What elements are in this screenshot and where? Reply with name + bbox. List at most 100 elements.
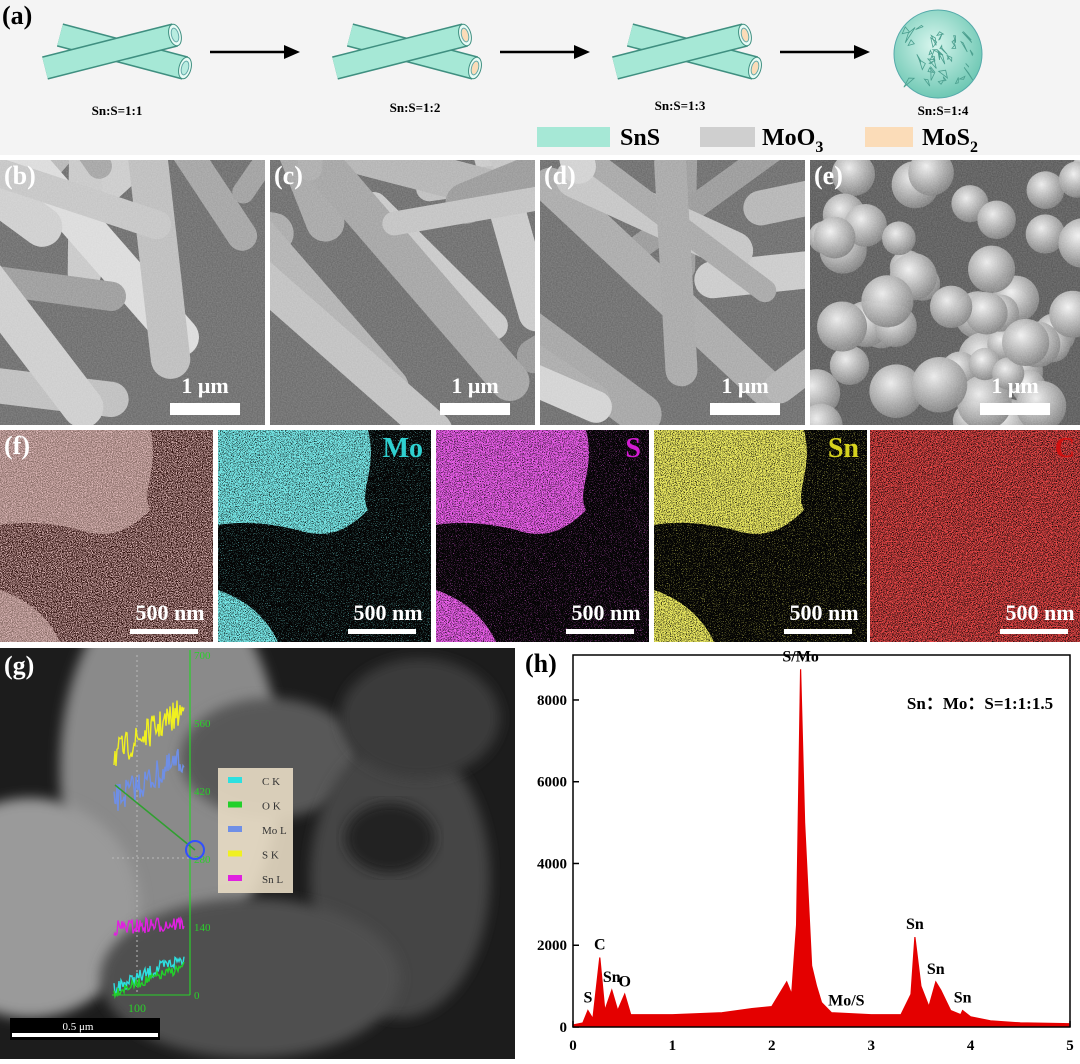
y-tick-label: 2000 xyxy=(537,938,567,954)
peak-label: O xyxy=(618,973,630,990)
petal xyxy=(938,33,943,41)
scan-legend-label: Mo L xyxy=(262,825,287,837)
rod-pair xyxy=(332,23,482,80)
eds-map: Mo 500 nm xyxy=(218,430,431,642)
legend-name: SnS xyxy=(620,125,660,151)
sem-grain xyxy=(270,160,535,425)
peak-label: Mo/S xyxy=(828,992,865,1009)
plot-frame xyxy=(572,654,1071,1028)
petal xyxy=(930,65,936,81)
eds-map: Sn 500 nm xyxy=(654,430,867,642)
element-label: Mo xyxy=(383,433,423,464)
scale-bar xyxy=(170,403,240,415)
sem-grain xyxy=(540,160,805,425)
eds-map-row: (f) 500 nm Mo 500 nm S 500 nm Sn 500 nm C 500 nm xyxy=(0,430,1080,642)
element-label: S xyxy=(625,433,641,464)
flower-sphere xyxy=(893,9,983,99)
sem-grain xyxy=(0,160,265,425)
legend-swatch xyxy=(700,127,755,147)
petal xyxy=(951,44,957,49)
petal xyxy=(958,75,966,80)
petal xyxy=(931,55,936,62)
scale-bar xyxy=(784,629,852,634)
petal xyxy=(907,39,916,47)
peak-label: Sn xyxy=(906,916,924,933)
legend-name: MoS xyxy=(922,125,970,151)
x-tick-label: 0 xyxy=(569,1038,577,1054)
petal xyxy=(965,63,969,68)
petal xyxy=(942,76,947,82)
scan-legend-label: C K xyxy=(262,776,280,788)
line-scan-panel: (g) 700 560 420 280 140 0 100 C K O K Mo L S K Sn L 0… xyxy=(0,648,515,1059)
legend-subscript: 3 xyxy=(815,139,823,156)
petal xyxy=(969,49,974,57)
sem-image: (d) 1 μm xyxy=(540,160,805,425)
petal xyxy=(962,31,972,41)
rod xyxy=(42,24,178,79)
scan-legend-label: S K xyxy=(262,850,279,862)
map-noise xyxy=(870,430,1080,642)
legend-label: MoO3 xyxy=(762,125,823,156)
scan-y-tick: 280 xyxy=(194,854,211,866)
schematic: (a) Sn:S=1:1 Sn:S=1:2 Sn:S=1:3 Sn:S=1:4 SnS Mo… xyxy=(2,1,983,156)
scan-trace xyxy=(113,748,185,811)
peak-label: Sn xyxy=(927,961,945,978)
scan-scale-label: 0.5 μm xyxy=(63,1021,94,1033)
petal xyxy=(946,54,953,63)
scan-y-tick: 140 xyxy=(194,922,211,934)
rod xyxy=(332,24,468,79)
scan-legend-swatch xyxy=(228,801,242,808)
scale-bar-label: 1 μm xyxy=(181,373,228,398)
sem-image: (c) 1 μm xyxy=(270,160,535,425)
rod-hole xyxy=(750,60,760,76)
arrow-head xyxy=(574,45,590,59)
petal xyxy=(937,69,949,79)
particle xyxy=(100,898,400,1058)
petal xyxy=(937,79,945,85)
petal xyxy=(936,31,945,37)
spectrum-line xyxy=(572,669,1071,1026)
scan-y-tick: 700 xyxy=(194,650,211,662)
scale-bar-label: 500 nm xyxy=(1005,600,1074,625)
petal xyxy=(928,60,935,65)
x-tick-label: 5 xyxy=(1066,1038,1074,1054)
scale-bar xyxy=(566,629,634,634)
rod-pair xyxy=(42,23,192,80)
scale-bar-label: 1 μm xyxy=(451,373,498,398)
petal xyxy=(918,58,926,71)
scan-scale-bar xyxy=(12,1033,158,1037)
element-label: C xyxy=(1055,433,1075,464)
petal xyxy=(901,26,911,35)
petal xyxy=(904,27,916,43)
rod-pair xyxy=(612,23,762,80)
ratio-label: Sn:S=1:1 xyxy=(92,103,143,118)
legend-swatch xyxy=(865,127,913,147)
scale-bar xyxy=(130,629,198,634)
particle xyxy=(345,803,435,873)
peak-label: C xyxy=(594,937,606,954)
panel-label: (a) xyxy=(2,1,32,30)
rod-hole xyxy=(460,27,470,43)
petal xyxy=(960,40,968,53)
ratio-label: Sn:S=1:2 xyxy=(390,100,441,115)
scan-legend-label: Sn L xyxy=(262,874,283,886)
x-tick-label: 3 xyxy=(867,1038,875,1054)
peak-label: S/Mo xyxy=(782,648,818,665)
rod-hole xyxy=(740,27,750,43)
scale-bar xyxy=(348,629,416,634)
petal xyxy=(947,57,950,60)
scale-bar xyxy=(980,403,1050,415)
y-tick-label: 4000 xyxy=(537,856,567,872)
scale-bar xyxy=(1000,629,1068,634)
x-tick-label: 1 xyxy=(669,1038,677,1054)
y-tick-label: 6000 xyxy=(537,775,567,791)
scan-y-tick: 420 xyxy=(194,786,211,798)
arrow-head xyxy=(854,45,870,59)
eds-map: C 500 nm xyxy=(870,430,1080,642)
ratio-annotation: Sn：Mo：S=1:1:1.5 xyxy=(907,694,1053,713)
petal xyxy=(928,49,933,56)
scan-legend-swatch xyxy=(228,850,242,857)
panel-label: (e) xyxy=(814,161,843,190)
legend-name: MoO xyxy=(762,125,815,151)
